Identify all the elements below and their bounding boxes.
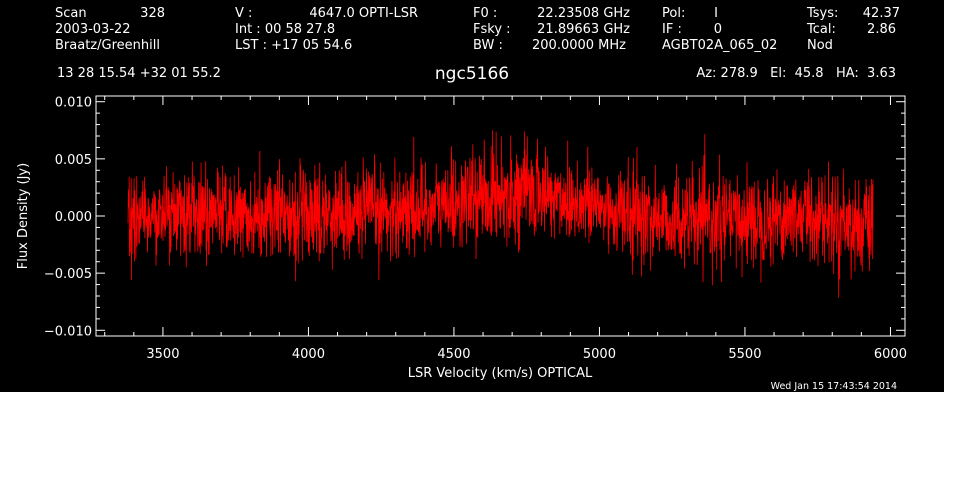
- observing-mode: Nod: [807, 38, 833, 53]
- y-axis-label: Flux Density (Jy): [16, 163, 31, 269]
- observation-date: 2003-03-22: [55, 22, 131, 37]
- bandwidth-value: 200.0000 MHz: [532, 38, 626, 53]
- tcal-label: Tcal:: [806, 22, 836, 37]
- x-tick-label: 6000: [874, 347, 907, 362]
- bandwidth-label: BW :: [473, 38, 503, 53]
- spectrum-plot-svg: Scan 328 2003-03-22 Braatz/Greenhill 13 …: [16, 6, 907, 392]
- fsky-value: 21.89663 GHz: [537, 22, 630, 37]
- fsky-label: Fsky :: [473, 22, 511, 37]
- spectrum-line: [127, 130, 874, 298]
- polarization-value: I: [714, 6, 718, 21]
- scan-number: 328: [140, 6, 165, 21]
- f0-label: F0 :: [473, 6, 497, 21]
- velocity-value: 4647.0 OPTI-LSR: [309, 6, 418, 21]
- if-value: 0: [714, 22, 722, 37]
- lst-time: LST : +17 05 54.6: [235, 38, 352, 53]
- velocity-label: V :: [235, 6, 252, 21]
- tsys-value: 42.37: [863, 6, 900, 21]
- polarization-label: Pol:: [662, 6, 685, 21]
- x-tick-label: 3500: [146, 347, 179, 362]
- tcal-value: 2.86: [867, 22, 896, 37]
- plot-timestamp: Wed Jan 15 17:43:54 2014: [771, 381, 897, 392]
- project-id: AGBT02A_065_02: [662, 38, 777, 53]
- y-tick-label: −0.005: [44, 267, 92, 282]
- x-axis-label: LSR Velocity (km/s) OPTICAL: [408, 366, 593, 381]
- pointing-info: Az: 278.9 El: 45.8 HA: 3.63: [696, 66, 896, 81]
- f0-value: 22.23508 GHz: [537, 6, 630, 21]
- y-tick-label: −0.010: [44, 324, 92, 339]
- x-tick-label: 4500: [437, 347, 470, 362]
- spectrum-trace: [127, 130, 874, 298]
- x-tick-label: 5500: [728, 347, 761, 362]
- tsys-label: Tsys:: [806, 6, 838, 21]
- x-tick-label: 5000: [583, 347, 616, 362]
- if-label: IF :: [662, 22, 682, 37]
- x-tick-label: 4000: [292, 347, 325, 362]
- y-tick-label: 0.010: [55, 96, 92, 111]
- spectrum-plot-panel: Scan 328 2003-03-22 Braatz/Greenhill 13 …: [0, 0, 944, 392]
- axis-ticks: 3500 4000 4500 5000 5500 6000 −0.010 −0.005 0.00…: [44, 96, 907, 362]
- integration-time: Int : 00 58 27.8: [235, 22, 335, 37]
- source-name: ngc5166: [435, 64, 509, 84]
- source-coordinates: 13 28 15.54 +32 01 55.2: [57, 66, 221, 81]
- y-tick-label: 0.005: [55, 153, 92, 168]
- observer-names: Braatz/Greenhill: [55, 38, 160, 53]
- scan-label: Scan: [55, 6, 87, 21]
- y-tick-label: 0.000: [55, 210, 92, 225]
